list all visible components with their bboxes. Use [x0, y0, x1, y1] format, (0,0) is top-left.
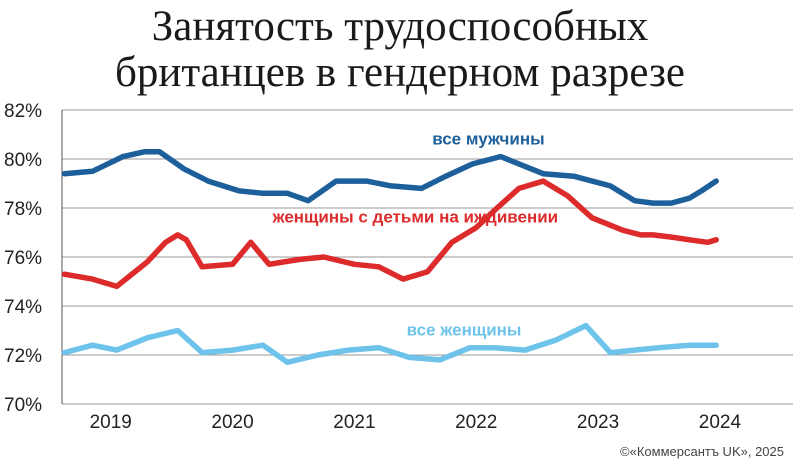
series-lines — [61, 148, 719, 366]
series-label-1: женщины с детьми на иждивении — [272, 208, 559, 227]
x-tick-label: 2021 — [333, 412, 375, 433]
y-tick-label: 82% — [4, 101, 42, 122]
chart-title-line-2: британцев в гендерном разрезе — [114, 49, 686, 96]
grid-lines — [61, 109, 793, 405]
series-line-2 — [61, 322, 719, 366]
x-tick-label: 2024 — [699, 412, 742, 433]
x-tick-label: 2020 — [211, 412, 253, 433]
y-tick-label: 72% — [4, 346, 42, 367]
x-axis-tick-labels: 2019 2020 2021 2022 2023 2024 — [90, 412, 742, 433]
x-tick-label: 2019 — [90, 412, 132, 433]
y-tick-label: 80% — [4, 150, 42, 171]
y-axis-tick-labels: 70% 72% 74% 76% 78% 80% 82% — [4, 101, 42, 416]
x-tick-label: 2022 — [455, 412, 497, 433]
y-tick-label: 74% — [4, 297, 42, 318]
series-line-0 — [61, 148, 719, 206]
series-line-1 — [61, 178, 719, 290]
y-tick-label: 76% — [4, 248, 42, 269]
credit-text: ©«Коммерсантъ UK», 2025 — [620, 444, 784, 459]
y-tick-label: 70% — [4, 395, 42, 416]
series-label-0: все мужчины — [432, 129, 544, 148]
chart-title: Занятость трудоспособных британцев в ген… — [0, 4, 800, 96]
series-labels: все мужчины женщины с детьми на иждивении… — [272, 129, 559, 339]
y-tick-label: 78% — [4, 199, 42, 220]
series-label-2: все женщины — [407, 320, 522, 339]
x-tick-label: 2023 — [577, 412, 619, 433]
chart-title-line-1: Занятость трудоспособных — [151, 3, 649, 50]
